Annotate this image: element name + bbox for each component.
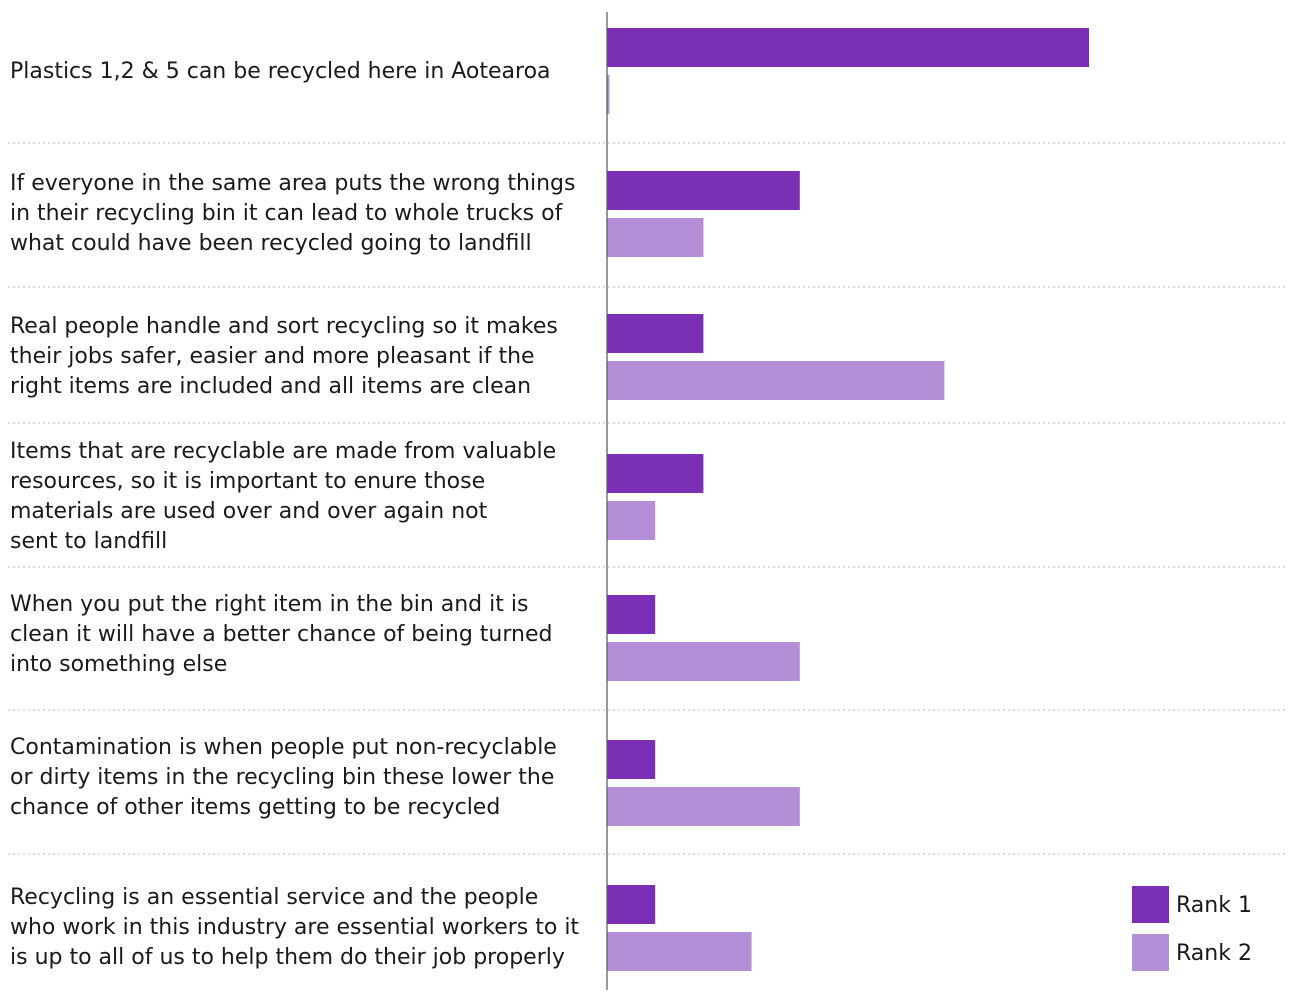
bar-rank-1	[607, 454, 704, 493]
category-label-line: what could have been recycled going to l…	[10, 231, 532, 256]
category-label-line: clean it will have a better chance of be…	[10, 622, 553, 647]
legend-swatch-rank-1	[1132, 886, 1169, 923]
bar-rank-1	[607, 314, 704, 353]
bar-rank-1	[607, 885, 656, 924]
category-label-line: materials are used over and over again n…	[10, 499, 488, 524]
bar-rank-2	[607, 932, 752, 971]
category-label: Plastics 1,2 & 5 can be recycled here in…	[10, 57, 600, 87]
category-label: Real people handle and sort recycling so…	[10, 312, 600, 402]
bar-rank-2	[607, 642, 800, 681]
legend-swatch-rank-2	[1132, 934, 1169, 971]
category-label: If everyone in the same area puts the wr…	[10, 169, 600, 259]
legend: Rank 1 Rank 2	[1132, 886, 1252, 971]
category-label-line: Contamination is when people put non-rec…	[10, 735, 557, 760]
bars	[607, 28, 1089, 971]
row-separators	[8, 142, 1288, 855]
category-label: Recycling is an essential service and th…	[10, 883, 600, 973]
category-label: Contamination is when people put non-rec…	[10, 733, 600, 823]
bar-rank-1	[607, 171, 800, 210]
category-label-line: who work in this industry are essential …	[10, 915, 580, 940]
category-label-line: Plastics 1,2 & 5 can be recycled here in…	[10, 59, 551, 84]
category-label-line: sent to landfill	[10, 529, 168, 554]
bar-rank-2	[607, 361, 945, 400]
category-label-line: resources, so it is important to enure t…	[10, 469, 486, 494]
category-label-line: in their recycling bin it can lead to wh…	[10, 201, 563, 226]
legend-label-rank-1: Rank 1	[1176, 893, 1252, 918]
category-label: Items that are recyclable are made from …	[10, 437, 600, 557]
legend-label-rank-2: Rank 2	[1176, 941, 1252, 966]
category-label-line: chance of other items getting to be recy…	[10, 795, 501, 820]
category-label-line: right items are included and all items a…	[10, 374, 532, 399]
category-label-line: Items that are recyclable are made from …	[10, 439, 557, 464]
bar-rank-1	[607, 740, 656, 779]
bar-rank-2	[607, 787, 800, 826]
category-label-line: their jobs safer, easier and more pleasa…	[10, 344, 535, 369]
bar-rank-1	[607, 28, 1089, 67]
category-label-line: If everyone in the same area puts the wr…	[10, 171, 576, 196]
category-label: When you put the right item in the bin a…	[10, 590, 600, 680]
bar-rank-2	[607, 218, 704, 257]
category-label-line: Real people handle and sort recycling so…	[10, 314, 558, 339]
category-label-line: When you put the right item in the bin a…	[10, 592, 529, 617]
bar-rank-2	[607, 75, 610, 114]
category-label-line: is up to all of us to help them do their…	[10, 945, 565, 970]
bar-rank-1	[607, 595, 656, 634]
category-label-line: into something else	[10, 652, 228, 677]
category-label-line: or dirty items in the recycling bin thes…	[10, 765, 555, 790]
category-label-line: Recycling is an essential service and th…	[10, 885, 539, 910]
bar-rank-2	[607, 501, 656, 540]
